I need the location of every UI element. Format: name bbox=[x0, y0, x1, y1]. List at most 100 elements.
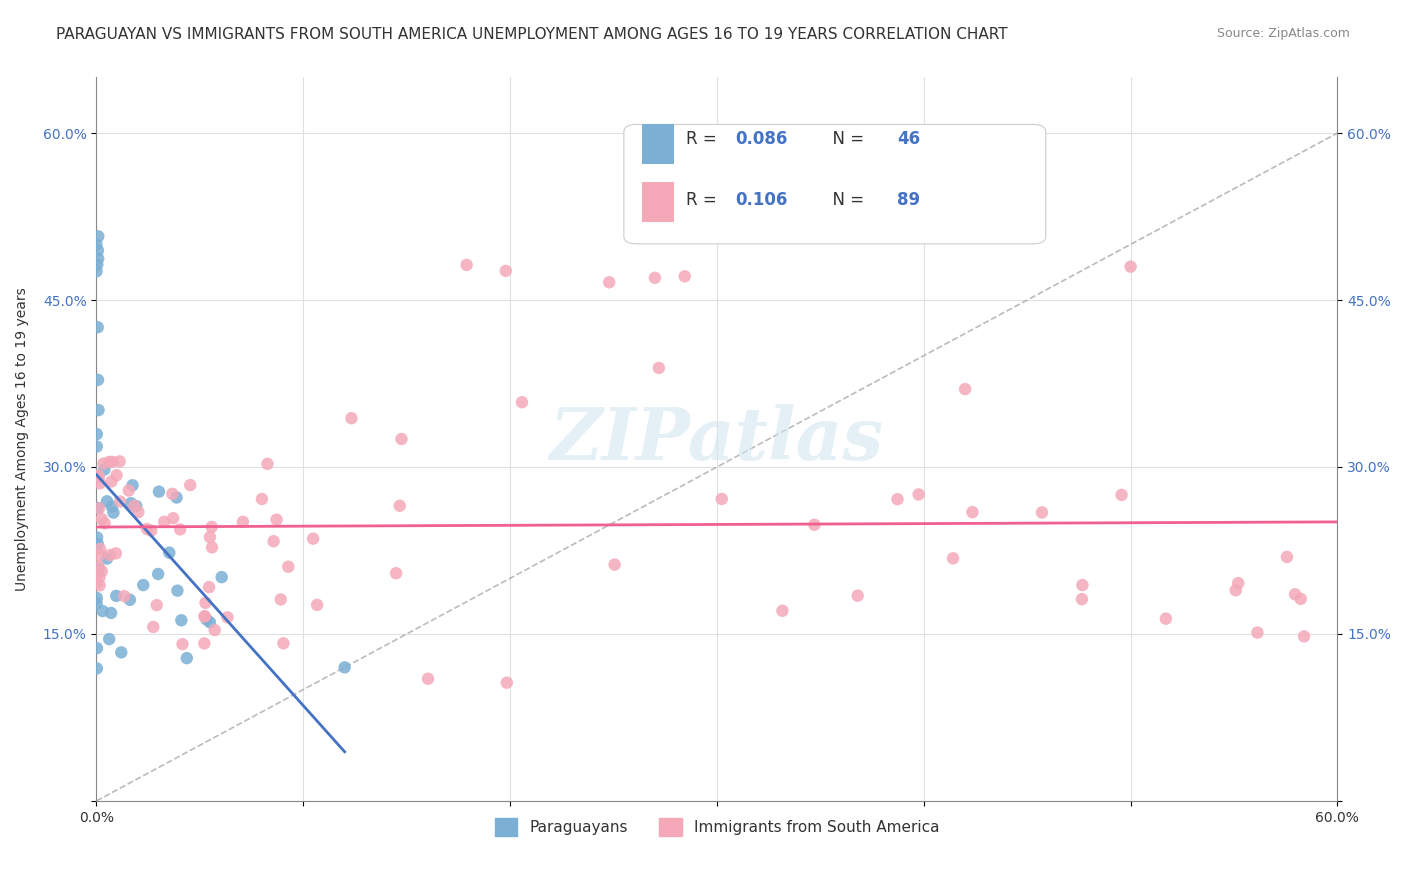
Point bbox=[211, 570, 233, 584]
Point bbox=[250, 491, 273, 506]
Point bbox=[1119, 260, 1142, 274]
Point bbox=[1225, 583, 1247, 598]
Text: R =: R = bbox=[686, 192, 727, 210]
Point bbox=[193, 636, 215, 650]
Bar bbox=[643, 125, 673, 164]
Y-axis label: Unemployment Among Ages 16 to 19 years: Unemployment Among Ages 16 to 19 years bbox=[15, 287, 30, 591]
Point bbox=[673, 269, 696, 284]
Point bbox=[87, 320, 110, 334]
Text: 46: 46 bbox=[897, 130, 920, 148]
Point bbox=[98, 455, 121, 469]
Text: R =: R = bbox=[686, 130, 727, 148]
Point bbox=[162, 511, 184, 525]
Point bbox=[598, 275, 620, 289]
Point bbox=[333, 660, 356, 674]
Point bbox=[89, 501, 111, 516]
Point bbox=[93, 516, 115, 531]
Point bbox=[125, 499, 148, 513]
Legend: Paraguayans, Immigrants from South America: Paraguayans, Immigrants from South Ameri… bbox=[486, 810, 948, 844]
Point bbox=[86, 591, 108, 605]
Point bbox=[198, 580, 221, 594]
Point bbox=[108, 494, 131, 508]
Point bbox=[136, 522, 159, 536]
Point bbox=[91, 604, 114, 618]
Point bbox=[194, 596, 217, 610]
Point bbox=[93, 457, 115, 471]
Point bbox=[86, 661, 108, 675]
Point bbox=[198, 530, 221, 544]
Point bbox=[108, 454, 131, 468]
Point bbox=[124, 499, 146, 513]
Point bbox=[166, 491, 188, 505]
Point bbox=[132, 578, 155, 592]
Point bbox=[201, 520, 224, 534]
Point bbox=[302, 532, 325, 546]
Point bbox=[86, 531, 108, 545]
Point bbox=[103, 506, 125, 520]
Text: 0.086: 0.086 bbox=[735, 130, 787, 148]
Point bbox=[87, 244, 110, 258]
Point bbox=[121, 478, 143, 492]
Point bbox=[104, 546, 127, 560]
Point bbox=[603, 558, 626, 572]
Point bbox=[148, 484, 170, 499]
Point bbox=[98, 548, 121, 562]
Point bbox=[391, 432, 413, 446]
Point bbox=[194, 609, 217, 624]
Point bbox=[172, 637, 194, 651]
Point bbox=[146, 567, 169, 582]
Point bbox=[166, 583, 188, 598]
Point bbox=[86, 500, 108, 515]
Point bbox=[142, 620, 165, 634]
Point bbox=[96, 551, 118, 566]
Point bbox=[803, 517, 825, 532]
Point bbox=[105, 589, 128, 603]
Point bbox=[277, 559, 299, 574]
Point bbox=[87, 561, 110, 575]
Point bbox=[100, 500, 122, 514]
Point bbox=[270, 592, 292, 607]
Text: ZIPatlas: ZIPatlas bbox=[550, 404, 884, 475]
Point bbox=[118, 483, 141, 498]
Point bbox=[266, 513, 288, 527]
Point bbox=[87, 470, 110, 484]
Point bbox=[87, 252, 110, 266]
Point bbox=[86, 440, 108, 454]
Point bbox=[87, 229, 110, 244]
Point bbox=[232, 515, 254, 529]
Point bbox=[1070, 592, 1092, 607]
Point bbox=[456, 258, 478, 272]
Point bbox=[495, 675, 517, 690]
Point bbox=[90, 512, 112, 526]
Point bbox=[907, 487, 929, 501]
Point bbox=[86, 596, 108, 610]
Point bbox=[710, 491, 733, 506]
Point bbox=[86, 258, 108, 272]
Point bbox=[273, 636, 295, 650]
Point bbox=[87, 537, 110, 551]
Point bbox=[416, 672, 439, 686]
Point bbox=[179, 478, 201, 492]
Point bbox=[1284, 587, 1306, 601]
Point bbox=[87, 559, 110, 574]
Point bbox=[90, 564, 112, 578]
Point bbox=[953, 382, 976, 396]
Point bbox=[87, 403, 110, 417]
Point bbox=[89, 476, 111, 491]
Point bbox=[1154, 612, 1177, 626]
Point bbox=[176, 651, 198, 665]
Point bbox=[388, 499, 411, 513]
Point bbox=[100, 475, 122, 489]
Point bbox=[112, 589, 135, 603]
Point bbox=[204, 623, 226, 637]
Point bbox=[127, 505, 149, 519]
Point bbox=[1031, 505, 1053, 519]
Point bbox=[86, 575, 108, 590]
Point bbox=[89, 541, 111, 556]
Point bbox=[169, 522, 191, 536]
Point bbox=[120, 496, 142, 510]
Point bbox=[105, 468, 128, 483]
Point bbox=[194, 609, 217, 624]
Text: 89: 89 bbox=[897, 192, 920, 210]
Point bbox=[770, 604, 793, 618]
